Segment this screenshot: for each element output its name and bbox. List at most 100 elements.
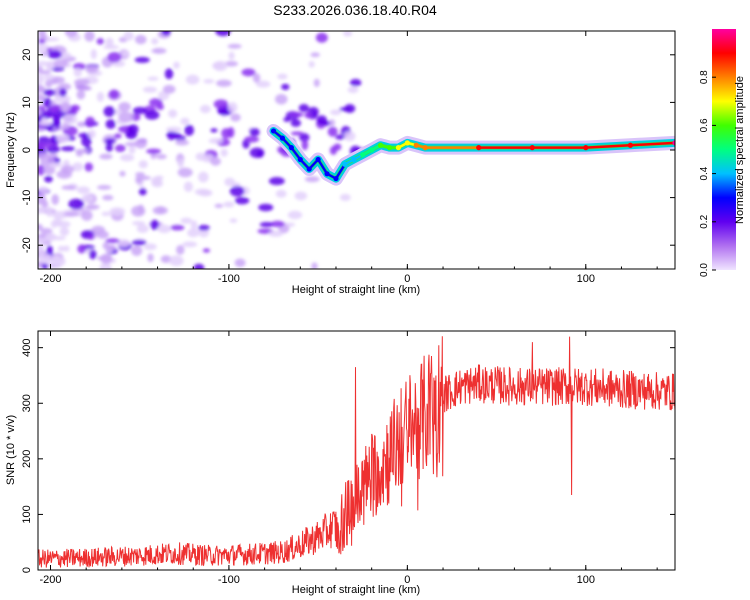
spectrogram-x-tick-label: 100 [577,273,595,285]
spectrogram-noise-blob [119,153,135,162]
spectrogram-y-axis: -20 -10 0 10 20 [21,49,675,253]
spectrogram-noise-blob [38,108,42,117]
spectrogram-trace-point [386,145,393,151]
spectrogram-noise-blob [64,31,78,38]
spectrogram-noise-blob [215,31,231,37]
spectrogram-noise-blob [41,263,49,269]
spectrogram-noise-blob [339,107,352,112]
spectrogram-noise-blob [157,224,172,234]
spectrogram-noise-blob [195,152,206,161]
spectrogram-noise-blob [144,110,160,120]
spectrogram-trace-point [297,156,303,163]
spectrogram-noise-blob [102,194,114,201]
spectrogram-noise-blob [268,177,285,186]
spectrogram-noise-blob [75,148,90,154]
spectrogram-noise-blob [256,150,264,158]
spectrogram-noise-blob [198,224,210,231]
spectrogram-noise-blob [180,217,193,224]
spectrogram-noise-blob [299,133,310,142]
spectrogram-noise-blob [62,114,78,125]
spectrogram-noise-blob [38,164,46,176]
spectrogram-noise-blob [119,170,126,177]
spectrogram-noise-blob [99,262,112,269]
colorbar-tick-label: 0.8 [699,70,710,84]
spectrogram-noise-blob [328,119,336,127]
spectrogram-noise-blob [194,188,211,196]
spectrogram-noise-blob [54,94,71,104]
spectrogram-noise-blob [259,222,274,228]
spectrogram-y-tick-label: -20 [21,237,33,253]
snr-y-label: SNR (10 * v/v) [5,415,17,485]
spectrogram-noise-blob [64,211,80,217]
spectrogram-noise-blob [59,88,67,97]
snr-x-tick-label: 100 [577,574,595,586]
spectrogram-noise-blob [298,104,310,112]
spectrogram-noise-blob [137,204,145,214]
spectrogram-noise-blob [249,128,260,137]
spectrogram-noise-blob [203,78,215,84]
spectrogram-trace-point [279,135,286,141]
spectrogram-noise-blob [43,74,55,81]
colorbar-ticks: 0.0 0.2 0.4 0.6 0.8 [699,70,716,277]
spectrogram-trace-point [529,145,535,151]
spectrogram-noise-blob [224,177,235,187]
spectrogram-noise-blob [151,37,159,45]
spectrogram-noise-blob [81,210,93,221]
spectrogram-noise-blob [275,189,287,198]
spectrogram-noise-blob [174,135,186,141]
spectrogram-noise-blob [173,61,180,69]
spectrogram-noise-blob [124,142,139,147]
spectrogram-noise-blob [135,175,151,181]
spectrogram-noise-blob [41,52,48,57]
spectrogram-noise-blob [342,31,353,37]
spectrogram-noise-blob [134,56,150,64]
spectrogram-noise-blob [315,32,328,43]
snr-y-tick-label: 0 [21,567,33,573]
spectrogram-noise-blob [46,206,53,218]
spectrogram-noise-blob [50,220,58,229]
snr-y-tick-label: 300 [21,394,33,412]
spectrogram-noise-blob [50,104,59,114]
spectrogram-noise-blob [169,255,184,267]
spectrogram-noise-blob [109,207,126,216]
spectrogram-noise-blob [164,68,174,80]
spectrogram-noise-blob [202,248,211,253]
spectrogram-noise-blob [216,79,232,87]
spectrogram-noise-blob [38,238,47,244]
spectrogram-noise-blob [142,86,158,93]
spectrogram-noise-blob [38,194,47,205]
spectrogram-noise-blob [81,194,94,203]
spectrogram-noise-blob [184,124,195,136]
spectrogram-noise-blob [161,31,171,36]
spectrogram-noise-blob [131,245,143,256]
spectrogram-noise-blob [290,131,304,136]
spectrogram-trace-point [627,142,633,148]
spectrogram-noise-blob [168,109,178,118]
spectrogram-y-tick-label: 10 [21,96,33,108]
snr-plot-area [38,331,675,570]
spectrogram-noise-blob [227,43,242,49]
spectrogram-noise-blob [118,102,131,112]
spectrogram-noise-blob [106,244,116,251]
spectrogram-trace-point [315,156,321,163]
spectrogram-noise-blob [229,218,238,223]
spectrogram-noise-blob [275,93,288,105]
spectrogram-noise-blob [43,141,53,149]
spectrogram-noise-blob [90,48,97,60]
colorbar: 0.0 0.2 0.4 0.6 0.8 Normalized spectral ampl… [699,29,746,277]
spectrogram-noise-blob [73,67,83,77]
spectrogram-noise-blob [227,127,235,138]
spectrogram-noise-blob [100,253,113,264]
spectrogram-trace-point [288,145,294,151]
spectrogram-noise-blob [56,220,71,228]
spectrogram-noise-blob [270,220,285,228]
spectrogram-noise-blob [38,246,44,253]
spectrogram-noise-blob [105,37,114,48]
spectrogram-x-tick-label: -100 [218,273,240,285]
spectrogram-noise-blob [166,130,177,141]
spectrogram-noise-blob [38,73,45,85]
spectrogram-noise-blob [57,245,65,252]
spectrogram-noise-blob [228,51,235,60]
spectrogram-noise-blob [313,78,320,88]
colorbar-scale [712,29,736,270]
